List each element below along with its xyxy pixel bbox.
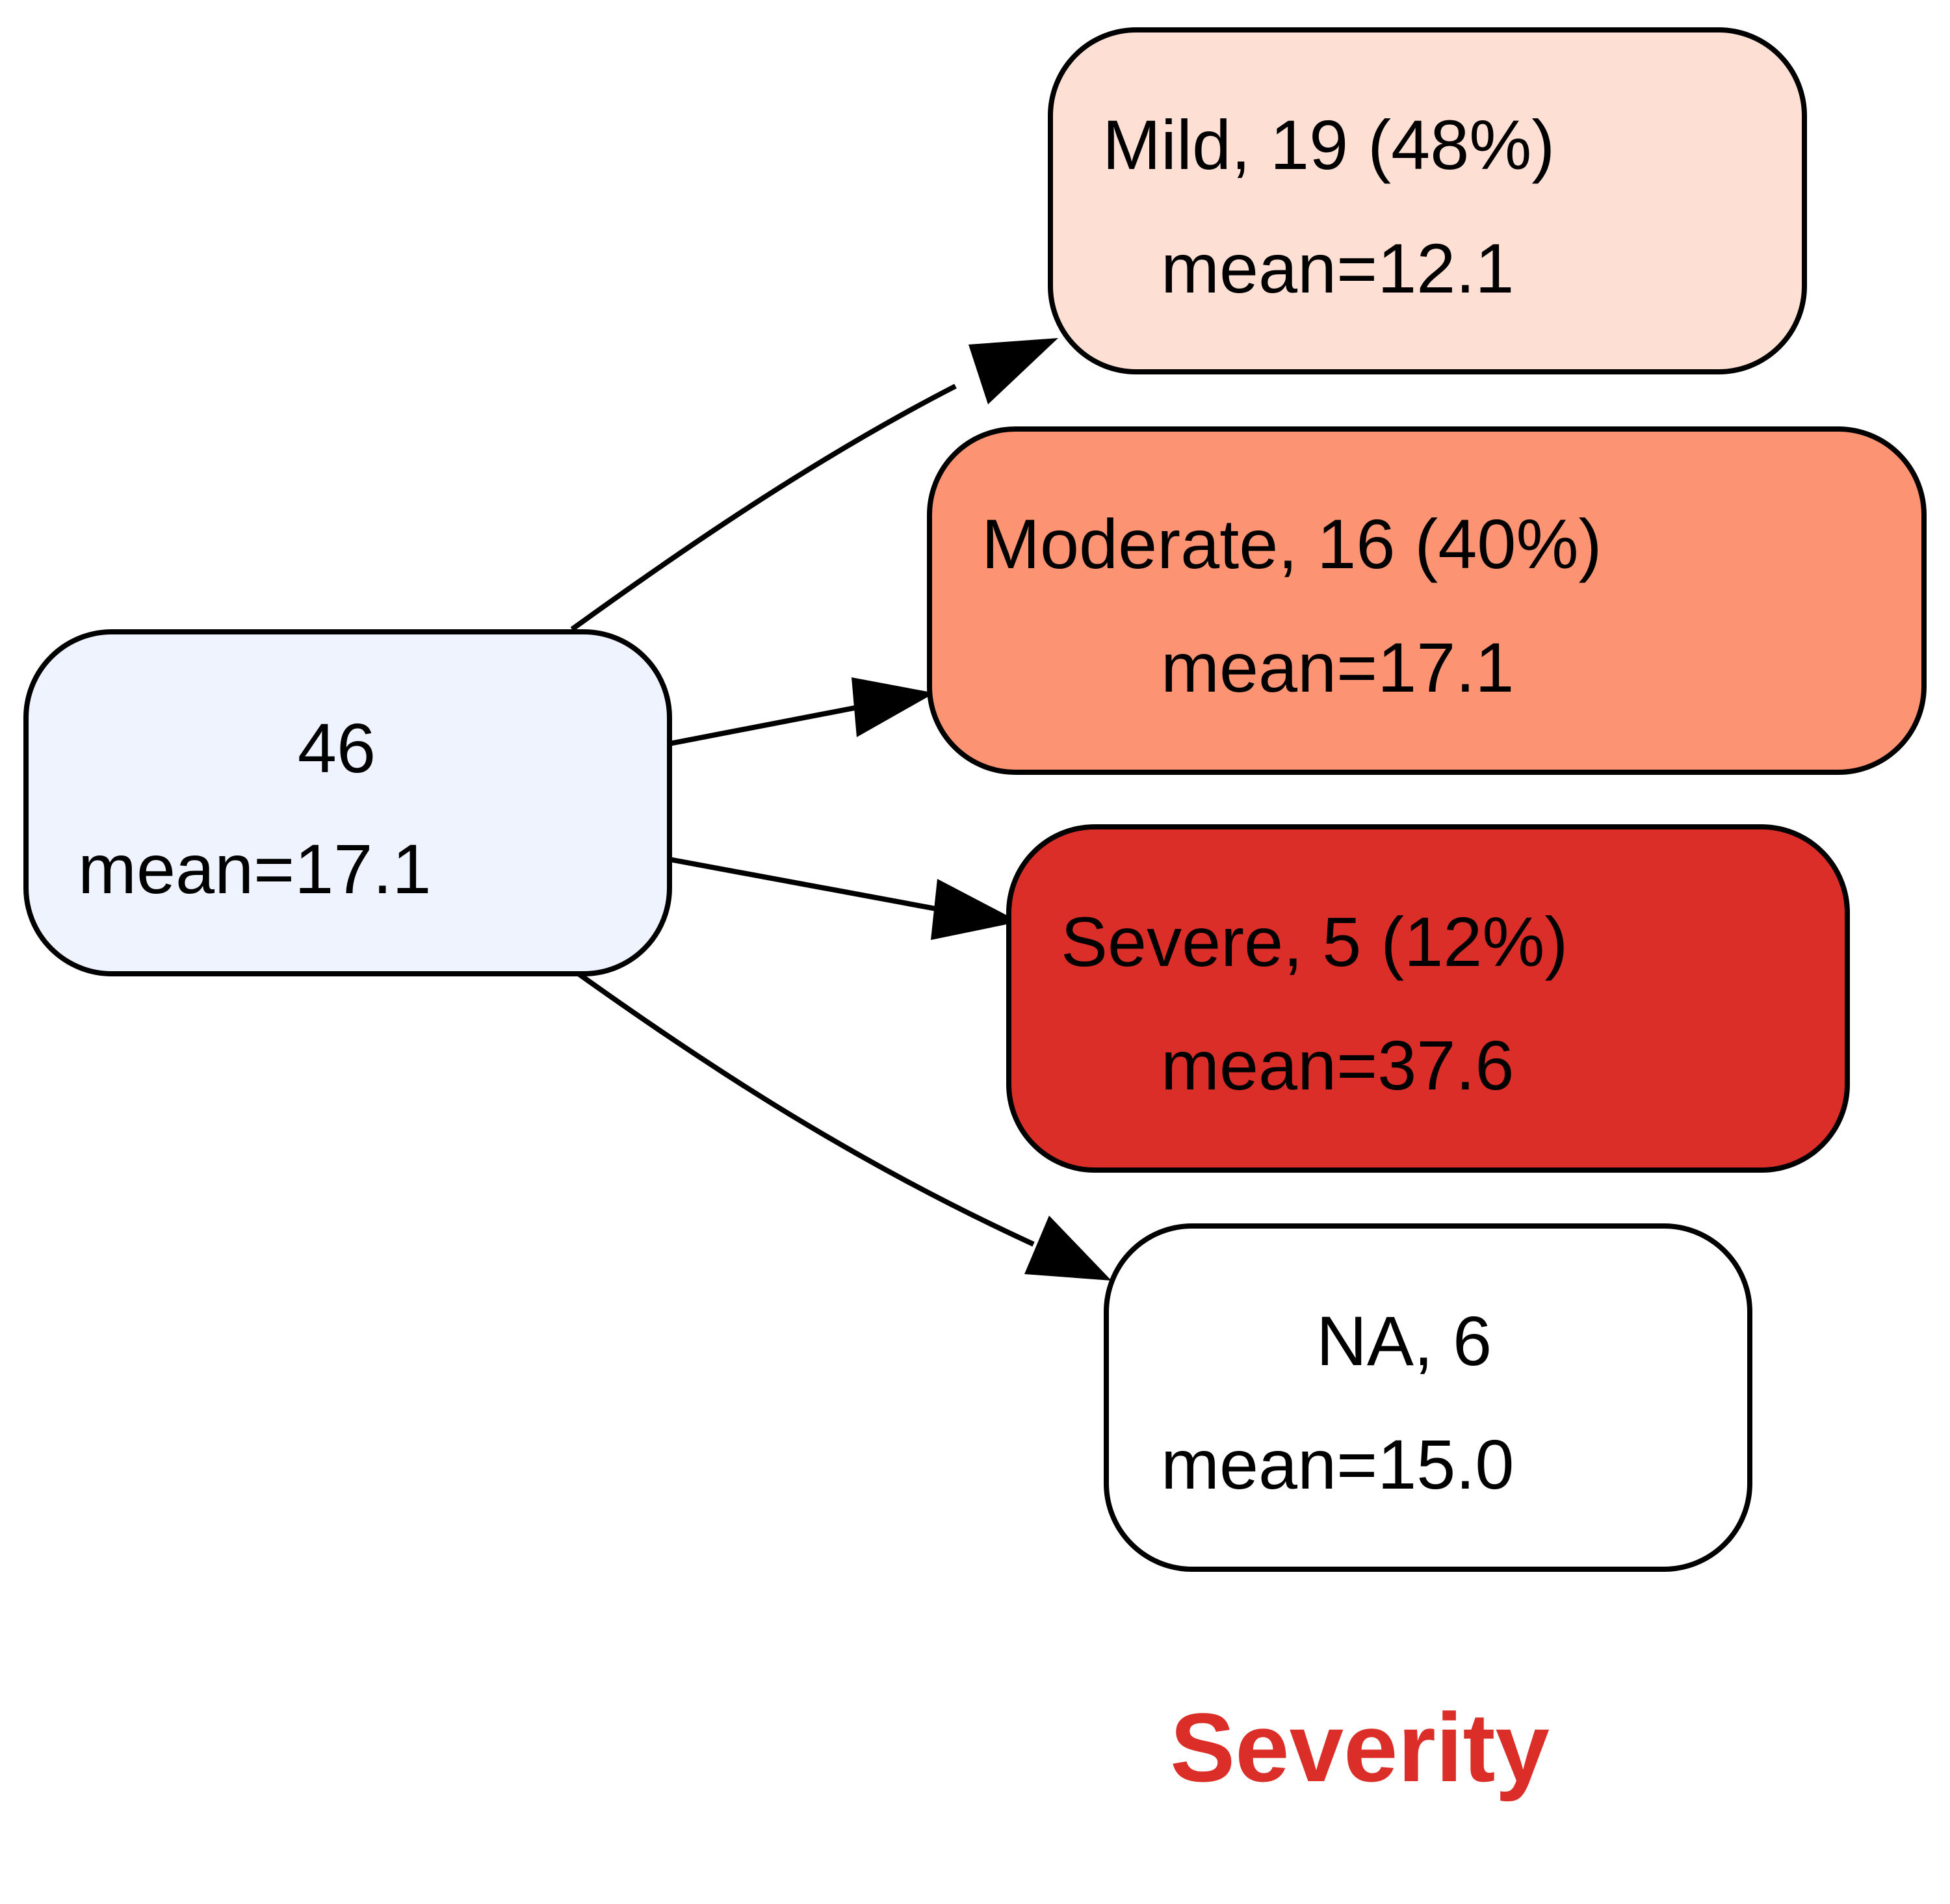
child-node-severe-label: Severe, 5 (12%): [1061, 902, 1568, 981]
edge-root-to-mild: [570, 384, 957, 632]
edge-arrowhead-na: [1024, 1216, 1112, 1281]
child-node-severe-box: [1006, 824, 1850, 1173]
child-node-moderate-mean: mean=17.1: [1161, 628, 1514, 707]
root-node: 46 mean=17.1: [23, 629, 672, 976]
edge-arrowhead-severe: [931, 879, 1019, 940]
child-node-na-box: [1104, 1223, 1752, 1572]
child-node-mild: Mild, 19 (48%) mean=12.1: [1048, 27, 1807, 374]
child-node-mild-box: [1048, 27, 1807, 374]
child-node-mild-mean: mean=12.1: [1161, 229, 1514, 307]
child-node-moderate-box: [927, 426, 1927, 775]
child-node-na-mean: mean=15.0: [1161, 1425, 1514, 1504]
root-node-label: 46: [298, 709, 376, 787]
root-node-box: [23, 629, 672, 976]
child-node-severe-mean: mean=37.6: [1161, 1026, 1514, 1104]
edge-arrowhead-moderate: [852, 677, 935, 737]
child-node-na: NA, 6 mean=15.0: [1104, 1223, 1752, 1572]
child-node-mild-label: Mild, 19 (48%): [1102, 105, 1555, 184]
edge-root-to-moderate: [669, 705, 859, 746]
edge-root-to-severe: [669, 857, 937, 911]
variable-title: Severity: [1170, 1693, 1550, 1802]
child-node-na-label: NA, 6: [1316, 1301, 1492, 1380]
child-node-moderate: Moderate, 16 (40%) mean=17.1: [927, 426, 1927, 775]
edges: [570, 338, 1112, 1281]
root-node-mean: mean=17.1: [78, 829, 431, 908]
child-node-moderate-label: Moderate, 16 (40%): [982, 504, 1602, 583]
child-node-severe: Severe, 5 (12%) mean=37.6: [1006, 824, 1850, 1173]
edge-arrowhead-mild: [968, 338, 1058, 404]
edge-root-to-na: [577, 971, 1035, 1247]
